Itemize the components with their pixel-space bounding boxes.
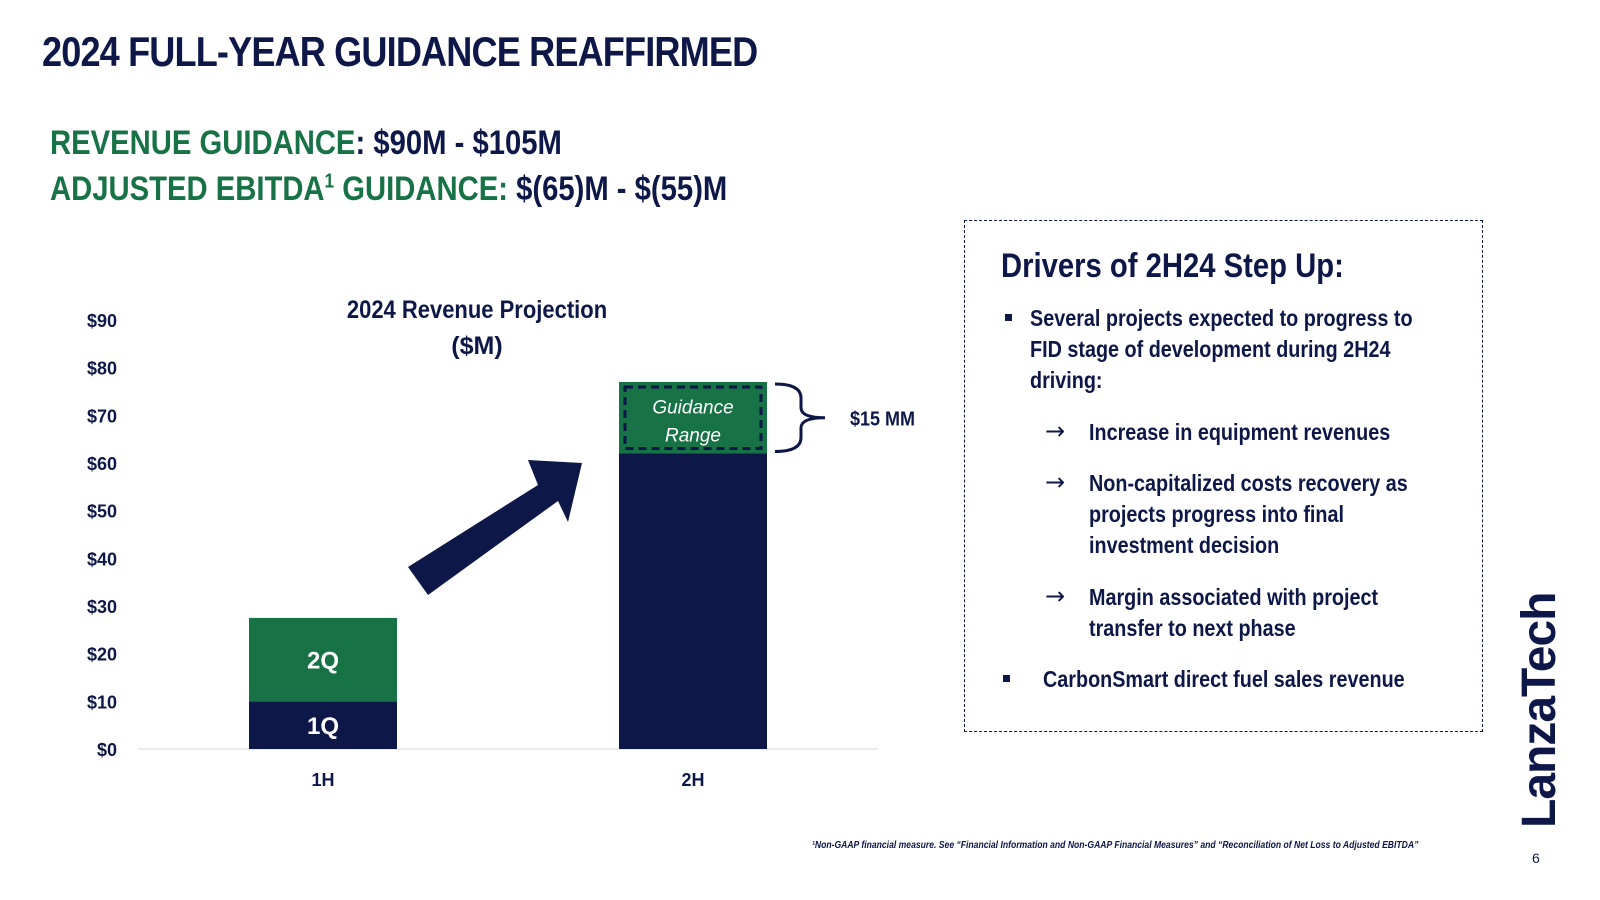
bullet-square-icon [1003, 675, 1010, 682]
y-tick-label: $40 [87, 549, 117, 569]
driver-sub-margin: Margin associated with project transfer … [1089, 584, 1379, 641]
y-tick-label: $80 [87, 359, 117, 379]
right-arrow-icon: → [1045, 417, 1066, 445]
bar-2q [249, 617, 397, 702]
bar-1q [619, 453, 767, 749]
guidance-bracket-icon [774, 382, 826, 453]
revenue-guidance: REVENUE GUIDANCE: $90M - $105M [50, 124, 562, 163]
ebitda-footnote-marker: 1 [324, 170, 335, 193]
drivers-title: Drivers of 2H24 Step Up: [1001, 247, 1344, 285]
revenue-guidance-label: REVENUE GUIDANCE [50, 124, 356, 162]
x-tick-label: 2H [681, 770, 704, 790]
growth-arrow-icon [408, 460, 582, 595]
ebitda-guidance-label-suffix: GUIDANCE: [334, 170, 508, 208]
right-arrow-icon: → [1045, 582, 1066, 610]
ebitda-guidance-label: ADJUSTED EBITDA [50, 170, 325, 208]
ebitda-guidance-value: $(65)M - $(55)M [516, 170, 728, 208]
drivers-panel: Drivers of 2H24 Step Up: Several project… [964, 220, 1483, 732]
chart-subtitle: ($M) [451, 332, 502, 360]
y-tick-label: $90 [87, 311, 117, 331]
y-tick-label: $20 [87, 645, 117, 665]
driver-bullet-projects: Several projects expected to progress to… [1030, 305, 1413, 393]
driver-sub-costs: Non-capitalized costs recovery as projec… [1089, 470, 1408, 558]
guidance-range-dashed-border [623, 385, 763, 450]
bar-segment-label: 2Q [307, 648, 339, 675]
guidance-range-label: Guidance [652, 398, 733, 419]
bar-segment-label: 1Q [307, 713, 339, 740]
x-tick-label: 1H [311, 770, 334, 790]
y-tick-label: $70 [87, 406, 117, 426]
y-tick-label: $50 [87, 502, 117, 522]
bar-guidance-range [619, 381, 767, 454]
bar-1q [249, 701, 397, 749]
page-title: 2024 FULL-YEAR GUIDANCE REAFFIRMED [42, 28, 758, 75]
lanzatech-logo: LanzaTech [1513, 592, 1566, 829]
guidance-bracket-label: $15 MM [850, 409, 915, 431]
revenue-guidance-colon: : [355, 124, 366, 162]
y-tick-label: $30 [87, 597, 117, 617]
footnote: ¹Non-GAAP financial measure. See “Financ… [812, 840, 1419, 851]
driver-bullet-carbonsmart: CarbonSmart direct fuel sales revenue [1043, 666, 1405, 692]
bullet-square-icon [1005, 314, 1012, 321]
right-arrow-icon: → [1045, 468, 1066, 496]
revenue-projection-chart: 2024 Revenue Projection ($M) $0 $10 $20 $30 $4… [87, 296, 915, 790]
y-tick-label: $60 [87, 454, 117, 474]
y-tick-label: $0 [97, 740, 117, 760]
ebitda-guidance: ADJUSTED EBITDA1 GUIDANCE: $(65)M - $(55… [50, 170, 727, 209]
y-tick-label: $10 [87, 692, 117, 712]
driver-sub-equipment: Increase in equipment revenues [1089, 419, 1391, 445]
page-number: 6 [1532, 850, 1540, 866]
guidance-range-label: Range [665, 426, 721, 447]
chart-title: 2024 Revenue Projection [347, 296, 607, 324]
revenue-guidance-value: $90M - $105M [373, 124, 562, 162]
